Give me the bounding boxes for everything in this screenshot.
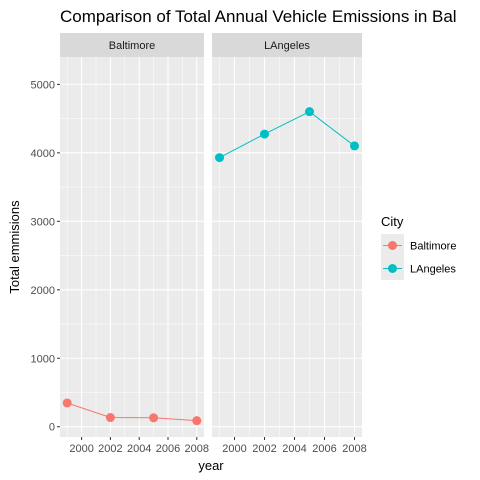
data-point xyxy=(62,398,72,408)
y-tick-label: 5000 xyxy=(31,79,55,91)
series-layer xyxy=(62,398,202,426)
panel-background xyxy=(60,57,204,437)
data-point xyxy=(192,416,202,426)
strip-background xyxy=(60,33,204,57)
strip-background xyxy=(212,33,362,57)
data-point xyxy=(215,153,224,163)
grid-lines xyxy=(212,57,362,437)
legend-title: City xyxy=(381,214,404,229)
x-tick-label: 2002 xyxy=(98,443,122,455)
chart-title: Comparison of Total Annual Vehicle Emiss… xyxy=(60,7,457,26)
x-tick-label: 2006 xyxy=(156,443,180,455)
legend: City Baltimore LAngeles xyxy=(381,214,456,280)
legend-key-point xyxy=(388,241,397,250)
strip-label: Baltimore xyxy=(109,40,155,52)
series-line xyxy=(219,111,355,159)
facet-langeles: LAngeles xyxy=(212,33,362,437)
legend-label: LAngeles xyxy=(410,264,456,276)
y-tick-label: 4000 xyxy=(31,148,55,160)
strip-label: LAngeles xyxy=(264,40,310,52)
y-tick-label: 2000 xyxy=(31,285,55,297)
x-tick-label: 2008 xyxy=(185,443,209,455)
x-tick-label: 2000 xyxy=(69,443,93,455)
y-axis-title: Total emmisions xyxy=(7,200,22,294)
grid-lines xyxy=(60,57,204,437)
panel-background xyxy=(212,57,362,437)
legend-label: Baltimore xyxy=(410,241,456,253)
data-point xyxy=(305,107,314,117)
data-point xyxy=(260,129,269,139)
y-tick-label: 0 xyxy=(49,422,55,434)
data-point xyxy=(149,413,159,423)
y-tick-label: 3000 xyxy=(31,216,55,228)
y-tick-label: 1000 xyxy=(31,353,55,365)
x-tick-label: 2002 xyxy=(252,443,276,455)
facet-baltimore: Baltimore xyxy=(60,33,204,437)
data-point xyxy=(350,141,359,151)
series-layer xyxy=(215,107,359,163)
x-axis: 2000 2002 2004 2006 2008 2000 2002 2004 2006 2008 xyxy=(69,437,367,455)
x-axis-title: year xyxy=(198,458,224,473)
x-tick-label: 2004 xyxy=(282,443,306,455)
x-tick-label: 2008 xyxy=(342,443,366,455)
data-point xyxy=(105,413,115,423)
x-tick-label: 2006 xyxy=(312,443,336,455)
x-tick-label: 2004 xyxy=(127,443,151,455)
x-tick-label: 2000 xyxy=(222,443,246,455)
y-axis: 0 1000 2000 3000 4000 5000 xyxy=(31,79,60,434)
legend-key-point xyxy=(388,264,397,273)
series-line xyxy=(67,402,197,422)
